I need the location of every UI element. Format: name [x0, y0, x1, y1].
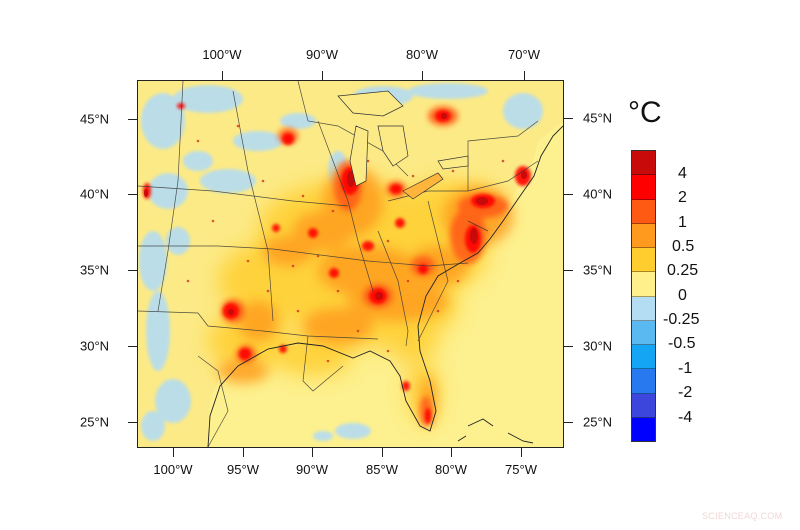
- tick-mark: [422, 71, 423, 81]
- colorbar-swatch: [632, 345, 655, 370]
- top-lon-label: 70°W: [508, 47, 540, 62]
- colorbar-level-label: 1: [678, 214, 687, 231]
- tick-mark: [451, 447, 452, 457]
- colorbar-level-label: -1: [678, 360, 693, 377]
- colorbar-level-label: 0.5: [672, 238, 695, 255]
- temperature-map: [137, 80, 564, 448]
- colorbar-swatch: [632, 248, 655, 273]
- top-lon-label: 90°W: [306, 47, 338, 62]
- tick-mark: [128, 270, 138, 271]
- colorbar-unit-label: °C: [628, 96, 662, 129]
- tick-mark: [322, 71, 323, 81]
- colorbar-swatch: [632, 175, 655, 200]
- left-lat-label: 30°N: [80, 338, 110, 354]
- bottom-lon-label: 100°W: [153, 462, 193, 477]
- colorbar: [631, 150, 656, 442]
- coastline: [207, 125, 564, 448]
- map-canvas: [137, 80, 564, 448]
- state-boundaries: [137, 80, 539, 448]
- top-lon-label: 100°W: [202, 47, 242, 62]
- bottom-lon-label: 75°W: [505, 462, 537, 477]
- colorbar-level-label: 0.25: [667, 262, 699, 279]
- left-lat-label: 25°N: [80, 414, 110, 430]
- colorbar-level-label: -0.25: [663, 311, 700, 328]
- bottom-lon-label: 80°W: [435, 462, 467, 477]
- tick-mark: [563, 346, 573, 347]
- colorbar-level-label: 2: [678, 189, 687, 206]
- right-lat-label: 35°N: [583, 262, 613, 278]
- colorbar-swatch: [632, 393, 655, 418]
- top-lon-label: 80°W: [406, 47, 438, 62]
- bottom-lon-label: 85°W: [366, 462, 398, 477]
- tick-mark: [173, 447, 174, 457]
- tick-mark: [128, 119, 138, 120]
- colorbar-level-label: -2: [678, 384, 693, 401]
- great-lakes: [337, 90, 469, 200]
- tick-mark: [382, 447, 383, 457]
- tick-mark: [243, 447, 244, 457]
- colorbar-swatch: [632, 369, 655, 394]
- tick-mark: [521, 447, 522, 457]
- colorbar-level-label: -0.5: [668, 335, 696, 352]
- tick-mark: [312, 447, 313, 457]
- tick-mark: [524, 71, 525, 81]
- tick-mark: [563, 422, 573, 423]
- tick-mark: [563, 270, 573, 271]
- tick-mark: [128, 422, 138, 423]
- caribbean-islands: [457, 418, 534, 444]
- left-lat-label: 35°N: [80, 262, 110, 278]
- colorbar-swatch: [632, 296, 655, 321]
- left-lat-label: 45°N: [80, 111, 110, 127]
- colorbar-swatch: [632, 320, 655, 345]
- colorbar-swatch: [632, 223, 655, 248]
- tick-mark: [128, 346, 138, 347]
- colorbar-swatch: [632, 417, 655, 441]
- bottom-lon-label: 90°W: [296, 462, 328, 477]
- tick-mark: [128, 194, 138, 195]
- right-lat-label: 30°N: [583, 338, 613, 354]
- colorbar-level-label: 4: [678, 165, 687, 182]
- bottom-lon-label: 95°W: [227, 462, 259, 477]
- colorbar-swatch: [632, 199, 655, 224]
- colorbar-level-label: 0: [678, 287, 687, 304]
- colorbar-swatch: [632, 272, 655, 297]
- right-lat-label: 45°N: [583, 110, 613, 126]
- tick-mark: [563, 194, 573, 195]
- left-lat-label: 40°N: [80, 186, 110, 202]
- right-lat-label: 40°N: [583, 186, 613, 202]
- tick-mark: [563, 118, 573, 119]
- tick-mark: [222, 71, 223, 81]
- right-lat-label: 25°N: [583, 414, 613, 430]
- colorbar-swatch: [632, 151, 655, 176]
- colorbar-level-label: -4: [678, 409, 693, 426]
- watermark: SCIENCEAQ.COM: [702, 511, 783, 521]
